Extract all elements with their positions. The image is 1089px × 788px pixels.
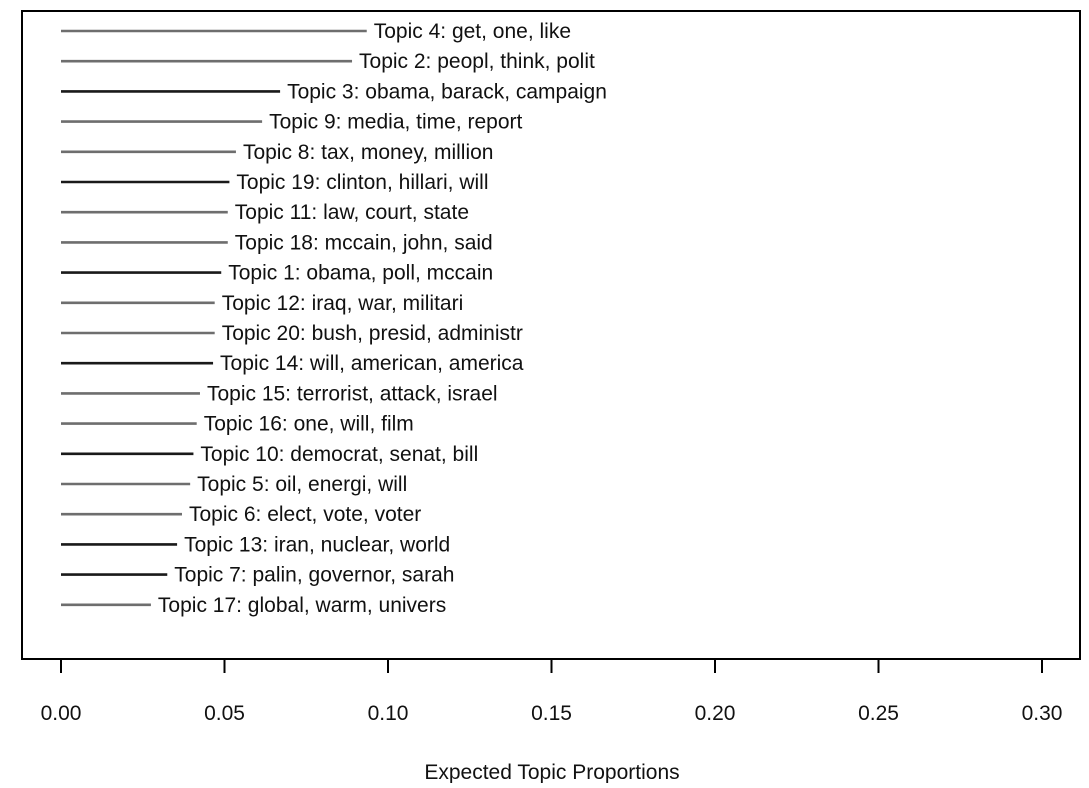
- topic-label-8: Topic 18: mccain, john, said: [235, 231, 493, 254]
- x-tick-label-1: 0.05: [204, 702, 245, 725]
- topic-label-7: Topic 11: law, court, state: [235, 201, 469, 224]
- topic-label-10: Topic 12: iraq, war, militari: [222, 292, 464, 315]
- x-tick-label-5: 0.25: [858, 702, 899, 725]
- topic-label-5: Topic 8: tax, money, million: [243, 141, 494, 164]
- topic-label-14: Topic 16: one, will, film: [204, 413, 414, 436]
- topic-label-12: Topic 14: will, american, america: [220, 352, 524, 375]
- plot-frame: [21, 10, 1081, 660]
- x-tick-label-4: 0.20: [695, 702, 736, 725]
- topic-label-13: Topic 15: terrorist, attack, israel: [207, 382, 498, 405]
- topic-labels: Topic 4: get, one, like Topic 2: peopl, t…: [158, 20, 607, 617]
- x-tick-label-2: 0.10: [368, 702, 409, 725]
- topic-label-15: Topic 10: democrat, senat, bill: [200, 443, 478, 466]
- topic-label-9: Topic 1: obama, poll, mccain: [228, 262, 493, 285]
- topic-label-2: Topic 2: peopl, think, polit: [359, 50, 595, 73]
- x-tick-label-0: 0.00: [41, 702, 82, 725]
- topic-label-6: Topic 19: clinton, hillari, will: [236, 171, 488, 194]
- x-tick-label-3: 0.15: [531, 702, 572, 725]
- topic-label-17: Topic 6: elect, vote, voter: [189, 503, 421, 526]
- topic-label-4: Topic 9: media, time, report: [269, 111, 522, 134]
- x-tick-label-6: 0.30: [1022, 702, 1063, 725]
- topic-label-3: Topic 3: obama, barack, campaign: [287, 80, 607, 103]
- topic-label-11: Topic 20: bush, presid, administr: [222, 322, 523, 345]
- topic-label-20: Topic 17: global, warm, univers: [158, 594, 446, 617]
- topic-label-16: Topic 5: oil, energi, will: [197, 473, 407, 496]
- topic-bars: [61, 29, 367, 607]
- x-axis-title: Expected Topic Proportions: [424, 761, 679, 783]
- topic-label-1: Topic 4: get, one, like: [374, 20, 571, 43]
- x-axis: 0.00 0.05 0.10 0.15 0.20 0.25 0.30: [41, 658, 1063, 725]
- topic-label-18: Topic 13: iran, nuclear, world: [184, 533, 450, 556]
- topic-label-19: Topic 7: palin, governor, sarah: [174, 564, 454, 587]
